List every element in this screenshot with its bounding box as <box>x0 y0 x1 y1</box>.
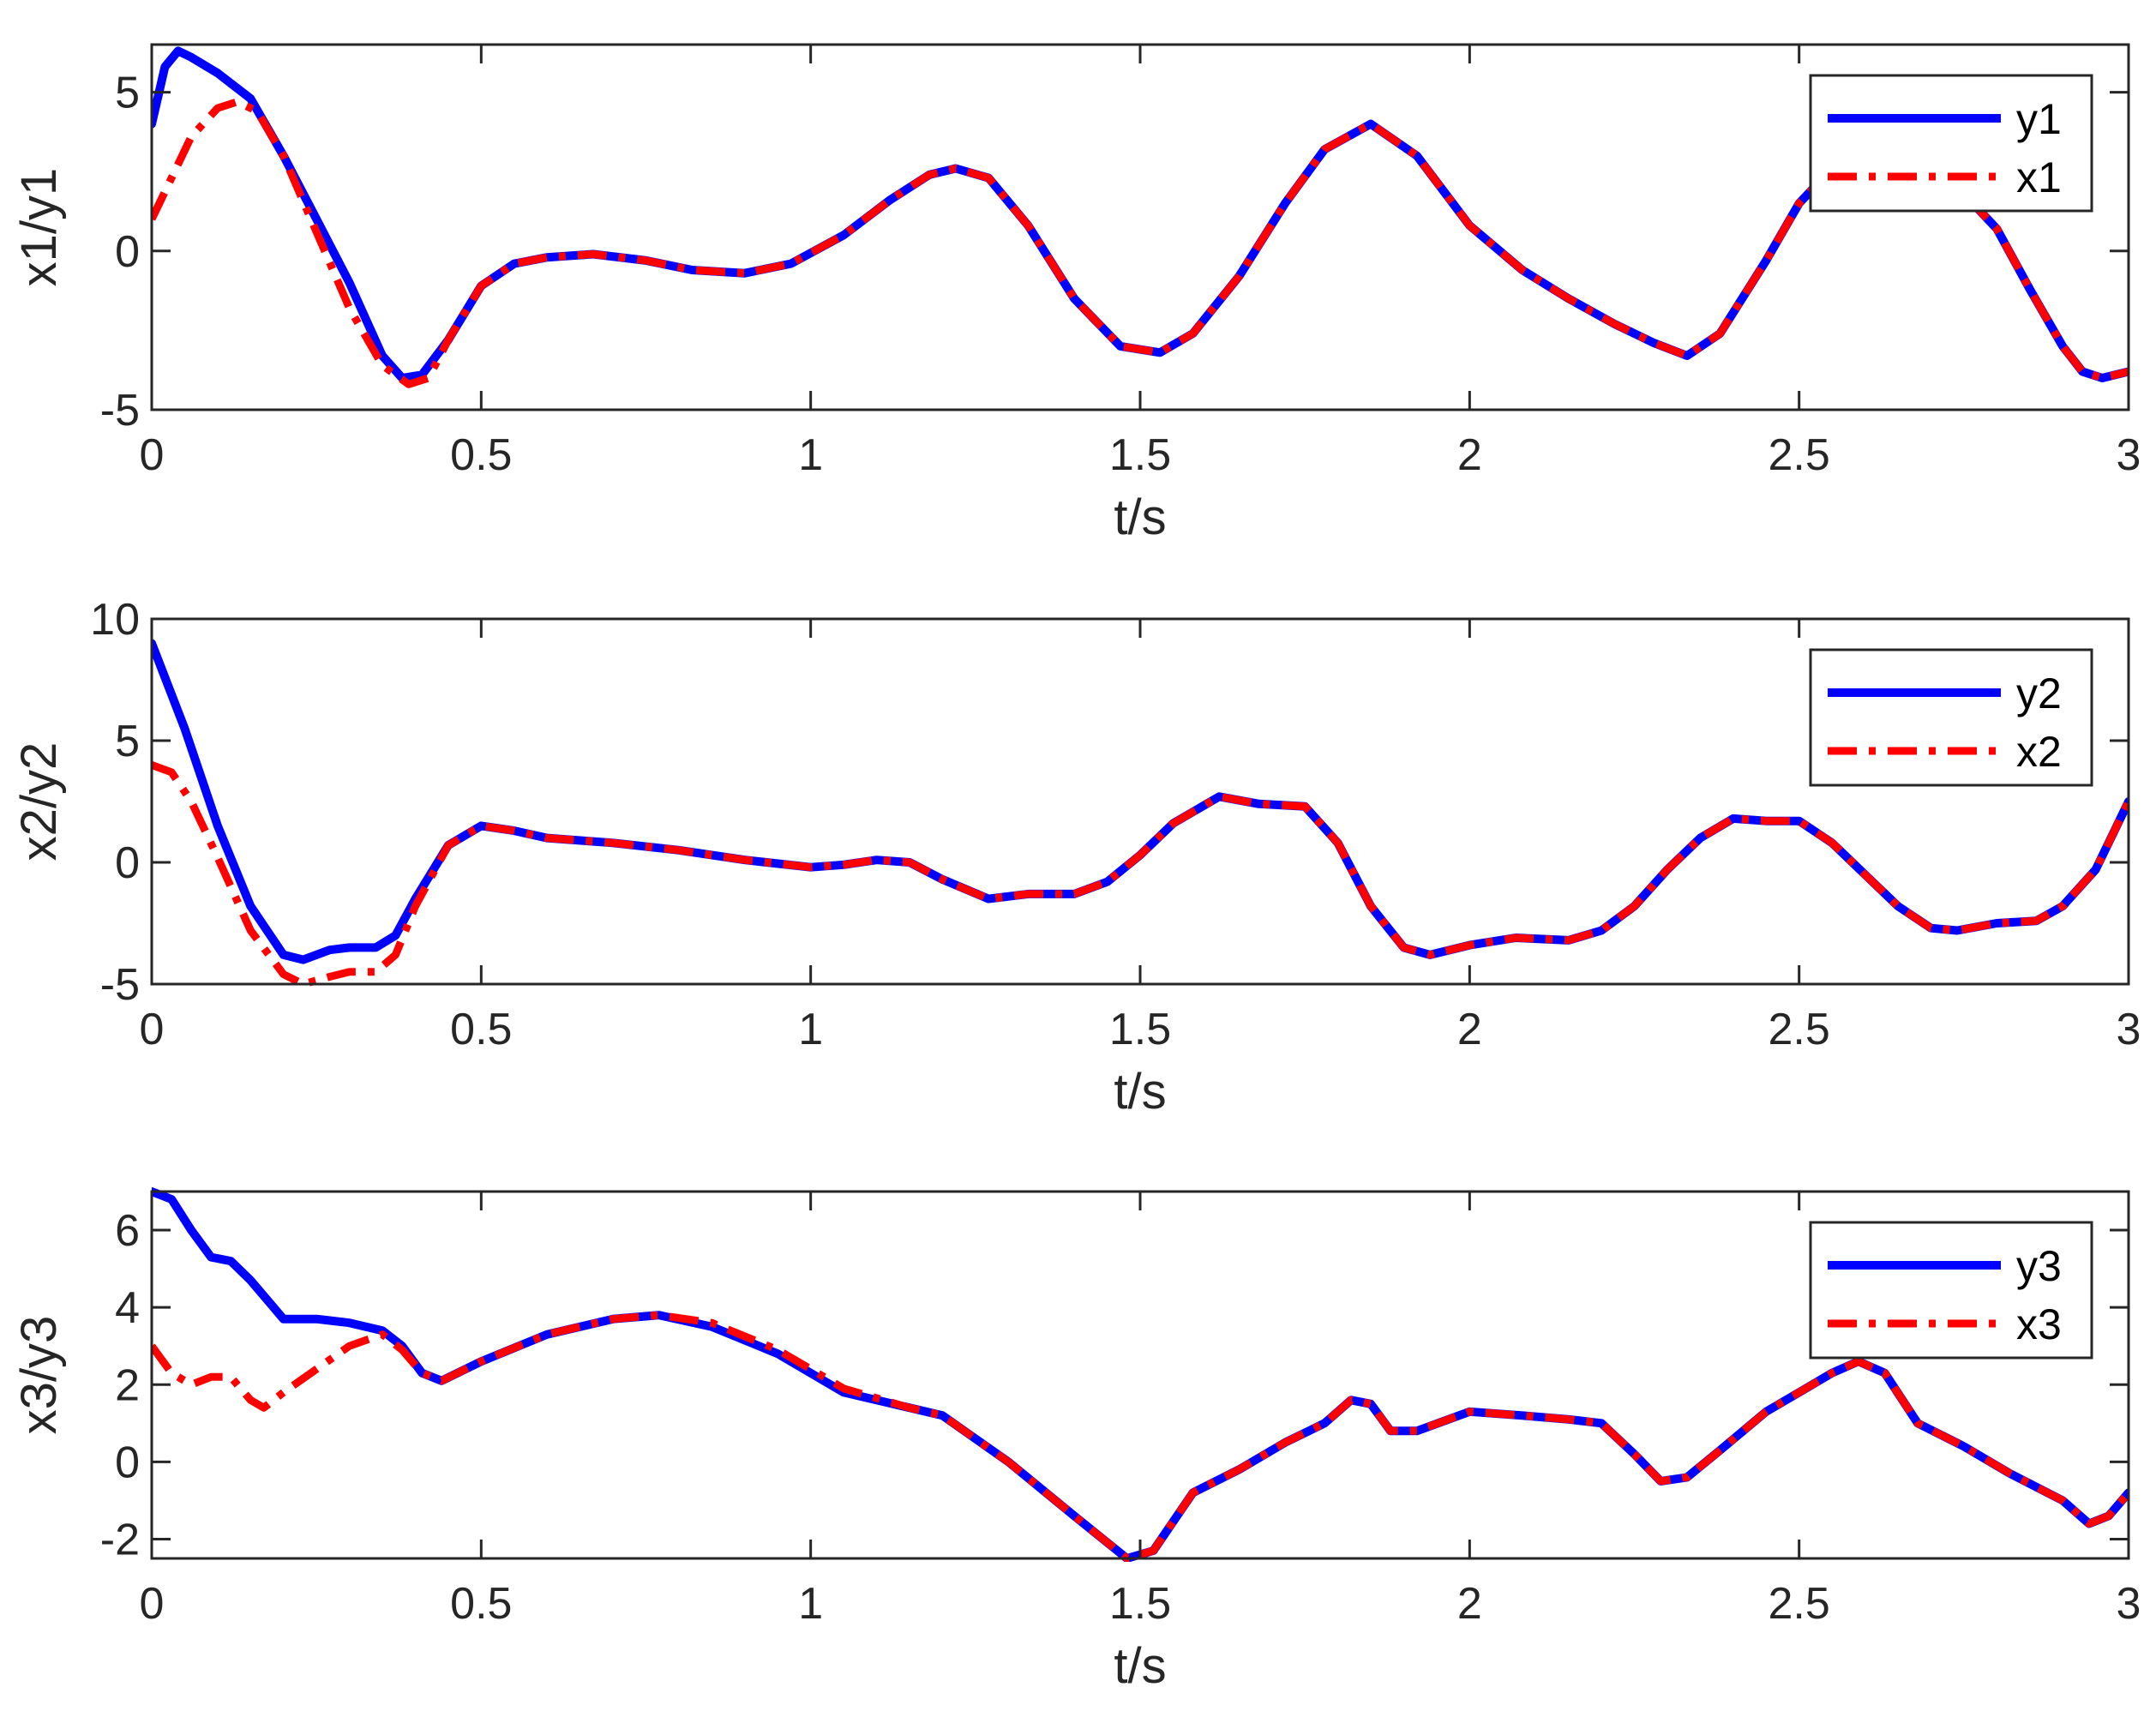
y-tick-label: 0 <box>115 1438 140 1487</box>
x-tick-label: 1.5 <box>1109 1005 1171 1054</box>
x-tick-label: 0 <box>140 430 165 480</box>
y-tick-label: -5 <box>100 960 140 1010</box>
x-tick-label: 3 <box>2117 430 2141 480</box>
x-axis-label: t/s <box>1114 1638 1166 1694</box>
x-tick-label: 2 <box>1457 1005 1482 1054</box>
x-tick-label: 2.5 <box>1769 1005 1830 1054</box>
x-tick-label: 0.5 <box>450 1579 512 1629</box>
series-line-y3 <box>152 1187 2129 1562</box>
legend-label-y3: y3 <box>2016 1242 2062 1290</box>
y-tick-label: 4 <box>115 1283 140 1333</box>
series-line-x3 <box>152 1311 2129 1562</box>
x-axis-label: t/s <box>1114 1064 1166 1120</box>
y-tick-label: 2 <box>115 1360 140 1410</box>
x-tick-label: 2.5 <box>1769 1579 1830 1629</box>
x-tick-label: 1 <box>798 1005 823 1054</box>
x-axis-label: t/s <box>1114 489 1166 545</box>
x-tick-label: 1.5 <box>1109 430 1171 480</box>
x-tick-label: 3 <box>2117 1579 2141 1629</box>
y-tick-label: 10 <box>90 595 140 645</box>
legend-label-x2: x2 <box>2016 728 2062 776</box>
x-tick-label: 2 <box>1457 1579 1482 1629</box>
series-line-x2 <box>152 761 2129 988</box>
x-tick-label: 2 <box>1457 430 1482 480</box>
legend-box <box>1809 1221 2093 1360</box>
legend-label-x3: x3 <box>2016 1300 2062 1348</box>
x-tick-label: 1 <box>798 430 823 480</box>
y-tick-label: -2 <box>100 1515 140 1564</box>
y-axis-label: x1/y1 <box>11 168 67 287</box>
x-tick-label: 2.5 <box>1769 430 1830 480</box>
y-tick-label: -5 <box>100 386 140 435</box>
legend-label-y1: y1 <box>2016 95 2062 143</box>
legend-box <box>1809 648 2093 787</box>
x-tick-label: 1.5 <box>1109 1579 1171 1629</box>
legend-label-x1: x1 <box>2016 153 2062 201</box>
x-tick-label: 0 <box>140 1005 165 1054</box>
x-tick-label: 1 <box>798 1579 823 1629</box>
y-axis-label: x2/y2 <box>11 742 67 862</box>
y-tick-label: 0 <box>115 227 140 277</box>
legend-box <box>1809 74 2093 213</box>
x-tick-label: 0.5 <box>450 430 512 480</box>
x-tick-label: 0.5 <box>450 1005 512 1054</box>
y-tick-label: 5 <box>115 717 140 766</box>
legend-label-y2: y2 <box>2016 669 2062 717</box>
y-tick-label: 0 <box>115 838 140 888</box>
y-tick-label: 5 <box>115 69 140 118</box>
y-tick-label: 6 <box>115 1206 140 1256</box>
x-tick-label: 0 <box>140 1579 165 1629</box>
x-tick-label: 3 <box>2117 1005 2141 1054</box>
y-axis-label: x3/y3 <box>11 1316 67 1435</box>
